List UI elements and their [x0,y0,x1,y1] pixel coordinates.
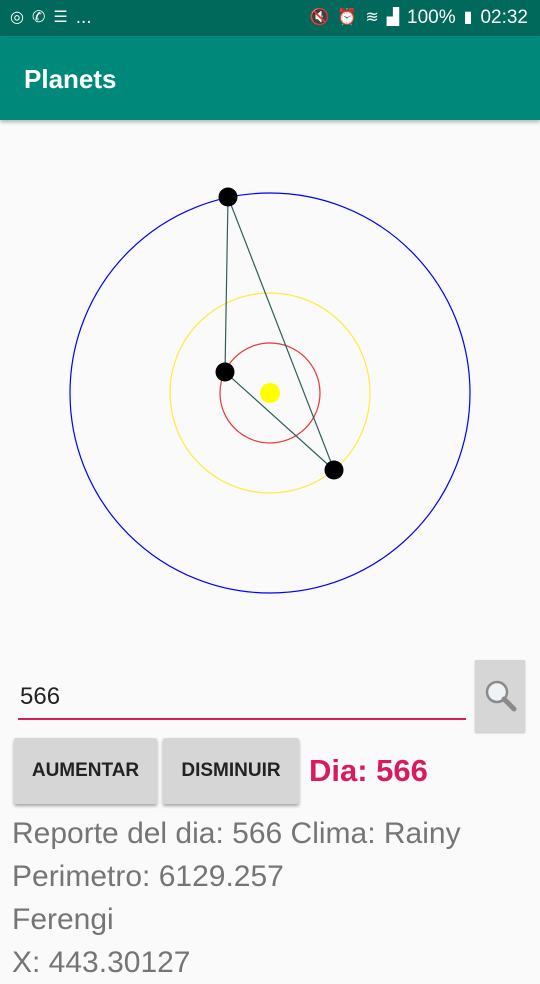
instagram-icon: ◎ [10,9,24,26]
whatsapp-icon: ✆ [31,9,46,26]
signal-icon: ▟ [386,9,400,26]
perimeter-line: Perimetro: 6129.257 [12,860,284,893]
alarm-icon: ⏰ [337,9,358,26]
sun [260,383,280,403]
clock: 02:32 [480,7,528,28]
increase-button[interactable]: AUMENTAR [14,738,157,804]
orbit-canvas [69,187,471,594]
report-line: Reporte del dia: 566 Clima: Rainy [12,817,461,850]
day-label: Dia: 566 [309,753,428,788]
planet-name-line: Ferengi [12,903,114,936]
planet-inner [215,362,235,382]
mute-icon: 🔇 [309,9,330,26]
app-bar: Planets [0,36,540,120]
more-notifications: ... [75,7,92,28]
battery-icon: ▮ [463,9,473,26]
planet-middle [324,460,344,480]
decrease-button[interactable]: DISMINUIR [163,738,299,804]
search-button[interactable] [475,660,525,732]
report: Reporte del dia: 566 Clima: Rainy Perime… [12,812,540,984]
planet-triangle [224,196,335,471]
battery-percent: 100% [407,7,456,28]
day-input[interactable] [18,676,466,720]
status-bar: ◎ ✆ ☰ ... 🔇 ⏰ ≋ ▟ 100% ▮ 02:32 [0,0,540,36]
outer-orbit [69,192,471,594]
planet-x-line: X: 443.30127 [12,946,191,979]
inner-orbit [219,342,321,444]
app-title: Planets [24,64,117,94]
list-icon: ☰ [53,9,68,26]
planet-outer [218,187,238,207]
wifi-icon: ≋ [365,9,379,26]
middle-orbit [169,292,371,494]
search-icon [485,680,517,712]
